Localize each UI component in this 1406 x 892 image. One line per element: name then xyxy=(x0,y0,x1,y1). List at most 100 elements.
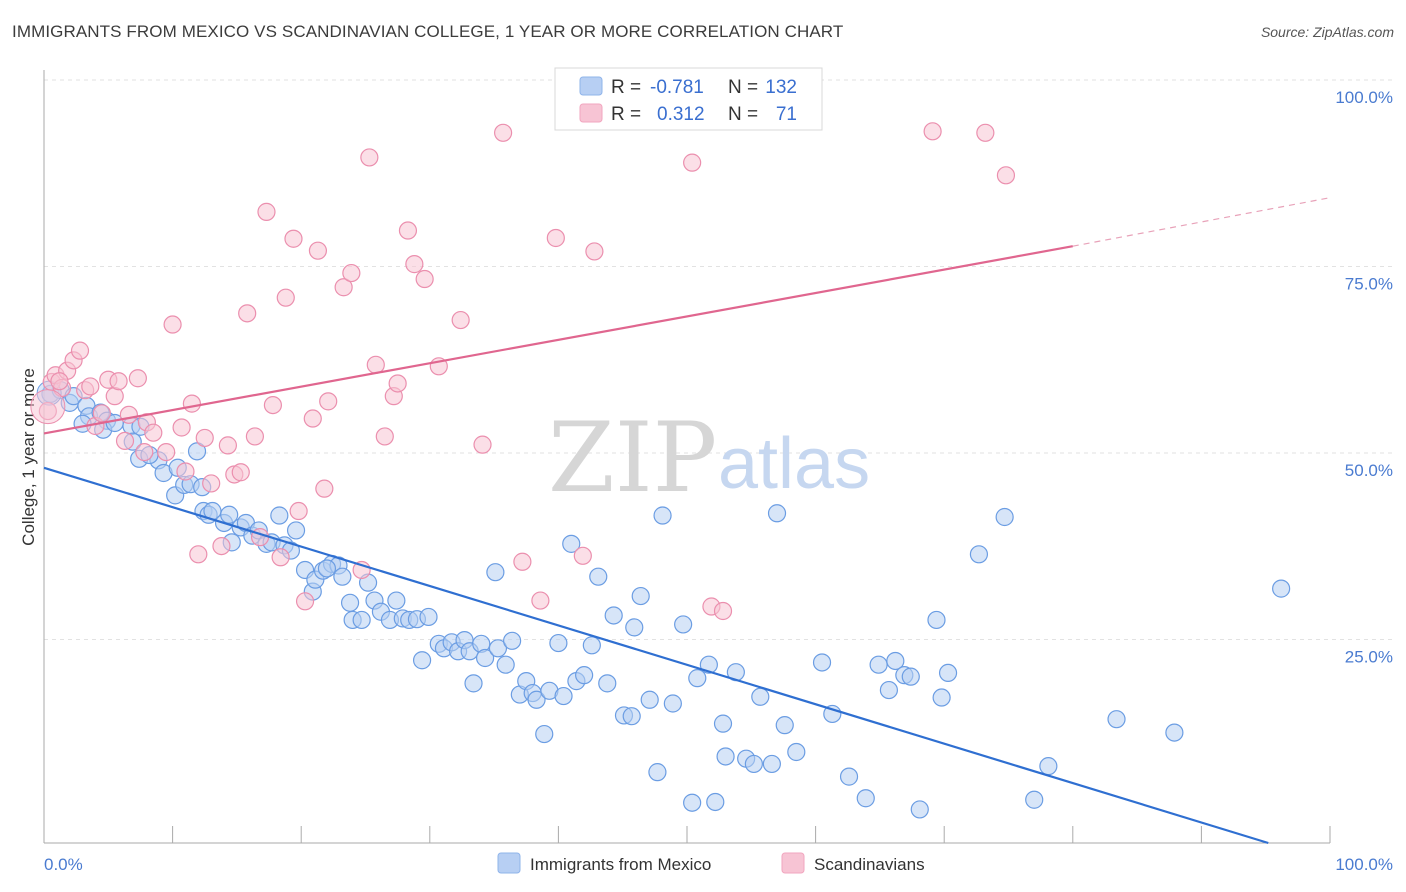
point-scandinavians xyxy=(163,315,182,334)
point-mexico xyxy=(598,674,617,693)
trend-line-scandinavians xyxy=(43,245,1073,435)
point-scandinavians xyxy=(303,409,322,428)
legend-n-value-scandinavians: 71 xyxy=(776,104,797,125)
y-tick-label: 25.0% xyxy=(1345,648,1393,667)
watermark: ZIP atlas xyxy=(548,402,870,514)
point-scandinavians xyxy=(398,221,418,240)
legend-n-label-mexico: N = xyxy=(728,77,758,98)
legend-bottom: Immigrants from Mexico Scandinavians xyxy=(497,852,925,874)
point-scandinavians xyxy=(257,202,276,221)
point-scandinavians xyxy=(30,389,66,425)
point-mexico xyxy=(969,545,989,564)
x-tick-label-max: 100.0% xyxy=(1335,855,1393,874)
grid-lines xyxy=(44,79,1393,640)
point-scandinavians xyxy=(531,591,550,610)
point-scandinavians xyxy=(295,592,315,611)
point-scandinavians xyxy=(923,122,942,141)
point-scandinavians xyxy=(128,369,147,388)
point-scandinavians xyxy=(375,427,394,446)
point-mexico xyxy=(554,686,573,706)
point-mexico xyxy=(549,633,568,653)
point-scandinavians xyxy=(513,552,532,571)
point-mexico xyxy=(270,506,289,525)
point-mexico xyxy=(910,800,929,819)
legend-bottom-label-mexico: Immigrants from Mexico xyxy=(530,855,711,874)
point-scandinavians xyxy=(202,474,221,493)
trend-line-mexico xyxy=(43,466,1269,845)
point-mexico xyxy=(1165,723,1184,742)
point-scandinavians xyxy=(144,423,163,442)
point-scandinavians xyxy=(573,546,592,565)
watermark-zip: ZIP xyxy=(548,402,717,514)
legend-r-value-mexico: -0.781 xyxy=(650,77,704,98)
point-scandinavians xyxy=(157,442,176,462)
point-mexico xyxy=(496,655,515,674)
point-mexico xyxy=(625,618,644,637)
point-mexico xyxy=(220,505,239,524)
point-scandinavians xyxy=(585,242,604,261)
point-scandinavians xyxy=(115,431,135,451)
point-scandinavians xyxy=(713,601,733,621)
point-scandinavians xyxy=(231,463,250,482)
point-mexico xyxy=(839,767,859,786)
point-mexico xyxy=(713,714,733,733)
point-mexico xyxy=(187,442,207,461)
point-scandinavians xyxy=(415,269,434,289)
trend-line-scandinavians-extension xyxy=(1072,197,1331,247)
point-mexico xyxy=(527,690,546,709)
point-mexico xyxy=(464,674,483,693)
point-scandinavians xyxy=(135,442,154,462)
point-mexico xyxy=(387,591,406,610)
y-axis-tick-labels: 25.0% 50.0% 75.0% 100.0% xyxy=(1335,88,1393,667)
point-mexico xyxy=(475,648,495,668)
point-mexico xyxy=(535,724,554,744)
point-scandinavians xyxy=(92,404,111,423)
point-mexico xyxy=(674,615,693,634)
point-mexico xyxy=(640,690,659,709)
point-scandinavians xyxy=(451,310,470,330)
point-scandinavians xyxy=(308,241,328,260)
point-mexico xyxy=(1107,710,1126,729)
legend-r-label-mexico: R = xyxy=(611,77,641,98)
point-scandinavians xyxy=(683,153,702,172)
point-mexico xyxy=(286,521,306,540)
point-mexico xyxy=(901,667,920,686)
point-mexico xyxy=(1272,579,1291,598)
source-label: Source: ZipAtlas.com xyxy=(1260,24,1394,40)
legend-r-label-scandinavians: R = xyxy=(611,104,641,125)
point-mexico xyxy=(767,504,787,523)
point-scandinavians xyxy=(189,545,208,564)
point-mexico xyxy=(938,663,958,683)
point-scandinavians xyxy=(212,536,231,556)
point-mexico xyxy=(762,754,781,774)
point-mexico xyxy=(604,606,623,625)
point-mexico xyxy=(706,792,725,812)
point-scandinavians xyxy=(105,387,124,406)
y-tick-label: 50.0% xyxy=(1345,461,1393,480)
point-mexico xyxy=(631,586,650,606)
point-mexico xyxy=(683,793,702,812)
point-mexico xyxy=(412,651,432,670)
point-mexico xyxy=(663,694,682,713)
point-scandinavians xyxy=(276,288,295,307)
point-mexico xyxy=(340,593,360,612)
point-mexico xyxy=(775,716,794,735)
point-scandinavians xyxy=(50,372,69,391)
x-tick-label-min: 0.0% xyxy=(44,855,83,874)
point-mexico xyxy=(699,655,718,674)
point-scandinavians xyxy=(289,501,308,521)
point-mexico xyxy=(419,607,438,627)
point-mexico xyxy=(352,610,371,630)
point-mexico xyxy=(622,707,641,726)
x-axis-ticks xyxy=(43,826,1331,843)
point-mexico xyxy=(1025,790,1044,809)
point-scandinavians xyxy=(284,229,303,248)
point-mexico xyxy=(995,507,1014,527)
point-scandinavians xyxy=(182,394,201,413)
point-scandinavians xyxy=(473,435,492,454)
point-scandinavians xyxy=(976,123,995,142)
point-mexico xyxy=(575,666,594,685)
point-scandinavians xyxy=(315,479,334,498)
point-scandinavians xyxy=(109,372,128,391)
